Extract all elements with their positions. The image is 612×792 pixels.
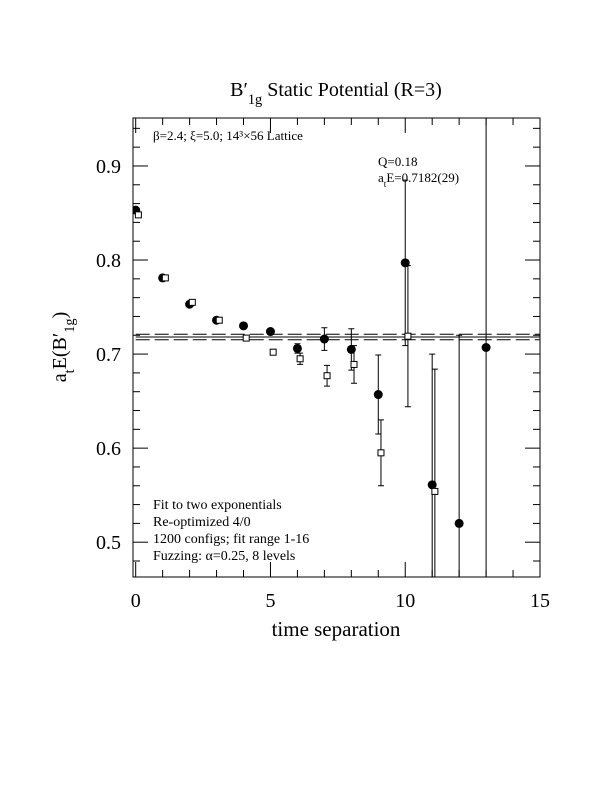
y-tick-label: 0.9 xyxy=(96,156,121,178)
x-axis-label-part: time separation xyxy=(272,617,401,641)
point xyxy=(454,518,464,528)
x-tick-label: 10 xyxy=(395,590,415,612)
point xyxy=(377,449,385,457)
annotation-part: Q=0.18 xyxy=(378,154,417,169)
point xyxy=(296,355,304,363)
annotation: β=2.4; ξ=5.0; 14³×56 Lattice xyxy=(153,128,303,143)
point xyxy=(404,332,412,340)
chart-title-part: 1g xyxy=(248,92,262,108)
point xyxy=(481,343,491,352)
annotation-part: β=2.4; ξ=5.0; 14³×56 Lattice xyxy=(153,128,303,143)
annotation: 1200 configs; fit range 1-16 xyxy=(153,532,309,547)
point xyxy=(373,390,383,400)
y-axis-label-part: ) xyxy=(49,312,71,319)
point xyxy=(323,372,331,380)
y-axis-label: atE(B′1g) xyxy=(49,312,78,383)
annotation-part: a xyxy=(378,170,384,185)
x-tick-label: 5 xyxy=(265,590,275,612)
chart-title-part: Static Potential (R=3) xyxy=(262,79,442,101)
annotation-part: Fuzzing: α=0.25, 8 levels xyxy=(153,549,295,564)
x-axis-label: time separation xyxy=(272,617,401,641)
y-tick-label: 0.5 xyxy=(96,532,121,554)
chart-title-part: B′ xyxy=(230,79,248,101)
point xyxy=(215,316,223,324)
annotation-part: Fit to two exponentials xyxy=(153,498,282,513)
point xyxy=(265,327,275,337)
annotation: Fit to two exponentials xyxy=(153,498,282,513)
plot-area xyxy=(133,118,540,577)
annotation-part: 1200 configs; fit range 1-16 xyxy=(153,532,309,547)
point xyxy=(400,258,410,268)
annotation: Re-optimized 4/0 xyxy=(153,515,251,530)
y-axis-label-part: t xyxy=(62,369,78,373)
point xyxy=(242,334,250,342)
point xyxy=(269,348,277,356)
annotation-part: t xyxy=(384,180,387,190)
y-tick-label: 0.7 xyxy=(96,344,121,366)
y-axis-label-part: 1g xyxy=(62,318,78,332)
chart-title: B′1g Static Potential (R=3) xyxy=(230,79,442,108)
annotation: atE=0.7182(29) xyxy=(378,170,459,190)
point xyxy=(239,321,249,331)
x-tick-label: 0 xyxy=(131,590,141,612)
y-axis-label-part: a xyxy=(49,373,71,382)
point xyxy=(134,211,142,219)
point xyxy=(188,298,196,306)
x-tick-label: 15 xyxy=(530,590,550,612)
y-axis-label-part: E(B′ xyxy=(49,333,71,370)
plot-frame xyxy=(132,117,541,578)
point xyxy=(161,274,169,282)
point xyxy=(350,360,358,368)
annotation-part: Re-optimized 4/0 xyxy=(153,515,251,530)
point xyxy=(319,334,329,344)
y-tick-label: 0.6 xyxy=(96,438,121,460)
point xyxy=(292,343,302,353)
annotation: Q=0.18 xyxy=(378,154,417,169)
point xyxy=(431,487,439,495)
annotation: Fuzzing: α=0.25, 8 levels xyxy=(153,549,295,564)
y-tick-label: 0.8 xyxy=(96,250,121,272)
annotation-part: E=0.7182(29) xyxy=(386,170,459,185)
